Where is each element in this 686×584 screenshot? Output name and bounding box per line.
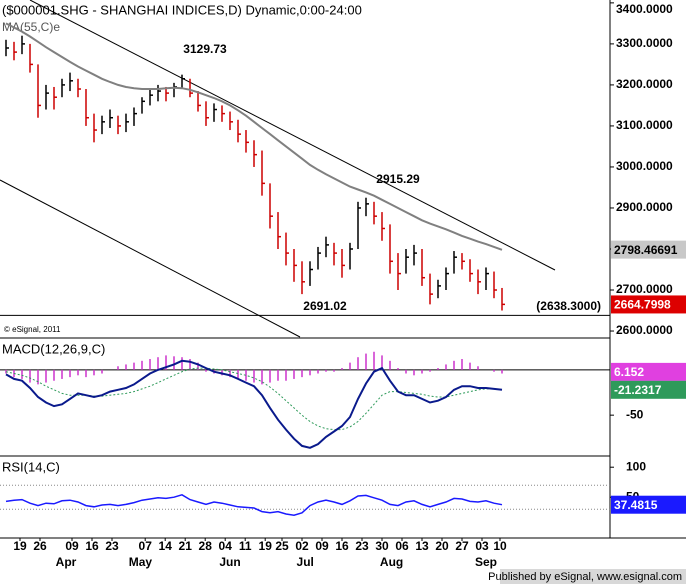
- y-tick-label: 2700.0000: [616, 282, 673, 296]
- y-tick-label: 2600.0000: [616, 323, 673, 337]
- x-tick-label: 19: [259, 539, 273, 553]
- panel-title: RSI(14,C): [2, 459, 60, 474]
- last-close-label: 2664.7998: [614, 298, 671, 312]
- x-tick-label: 19: [13, 539, 27, 553]
- last-rsi-label: 37.4815: [614, 498, 658, 512]
- last-ma-label: 2798.46691: [614, 243, 678, 257]
- x-tick-label: 13: [415, 539, 429, 553]
- last-macd-label-box: [611, 380, 686, 399]
- x-tick-label: 06: [395, 539, 409, 553]
- y-tick-label: 2900.0000: [616, 200, 673, 214]
- panel-title: MACD(12,26,9,C): [2, 341, 105, 356]
- y-tick-label: 100: [626, 459, 646, 473]
- x-tick-label: 26: [33, 539, 47, 553]
- annotation: 3129.73: [183, 42, 227, 56]
- x-tick-label: 21: [179, 539, 193, 553]
- month-label: Apr: [56, 555, 77, 569]
- x-tick-label: 02: [295, 539, 309, 553]
- x-tick-label: 16: [85, 539, 99, 553]
- last-close-label-box: [611, 295, 686, 314]
- x-tick-label: 28: [199, 539, 213, 553]
- y-tick-label: -50: [626, 407, 644, 421]
- y-tick-label: 3400.0000: [616, 2, 673, 16]
- rsi-line: [5, 493, 503, 516]
- x-tick-label: 30: [375, 539, 389, 553]
- month-label: Aug: [380, 555, 403, 569]
- footer: Published by eSignal, www.esignal.com: [488, 571, 682, 583]
- macd-line: [5, 359, 503, 449]
- footer-bg: [500, 569, 686, 584]
- x-tick-label: 09: [315, 539, 329, 553]
- month-label: May: [129, 555, 153, 569]
- copyright: © eSignal, 2011: [4, 325, 61, 334]
- trend-line: [29, 0, 556, 271]
- x-tick-label: 03: [475, 539, 489, 553]
- x-tick-label: 25: [275, 539, 289, 553]
- x-tick-label: 16: [335, 539, 349, 553]
- y-tick-label: 3000.0000: [616, 159, 673, 173]
- x-tick-label: 11: [239, 539, 252, 553]
- level-label: (2638.3000): [536, 299, 601, 313]
- month-label: Sep: [475, 555, 497, 569]
- y-tick-label: 3300.0000: [616, 36, 673, 50]
- x-tick-label: 20: [435, 539, 449, 553]
- channel-line: [0, 179, 301, 338]
- x-tick-label: 10: [493, 539, 507, 553]
- ma-line: [5, 22, 503, 251]
- x-tick-label: 14: [159, 539, 173, 553]
- x-tick-label: 23: [355, 539, 369, 553]
- x-tick-label: 23: [105, 539, 119, 553]
- ma-name: MA(55,C)e: [2, 20, 60, 34]
- last-macd-label: -21.2317: [614, 383, 662, 397]
- chart-title: ($000001.SHG - SHANGHAI INDICES,D) Dynam…: [2, 2, 362, 17]
- x-tick-label: 04: [219, 539, 233, 553]
- y-tick-label: 3200.0000: [616, 77, 673, 91]
- last-hist-label: 6.152: [614, 365, 644, 379]
- last-hist-label-box: [611, 362, 686, 381]
- month-label: Jul: [297, 555, 314, 569]
- x-tick-label: 27: [455, 539, 469, 553]
- month-label: Jun: [219, 555, 240, 569]
- y-tick-label: 3100.0000: [616, 118, 673, 132]
- last-rsi-label-box: [611, 495, 686, 514]
- x-tick-label: 07: [139, 539, 153, 553]
- annotation: 2691.02: [303, 299, 347, 313]
- annotation: 2915.29: [376, 172, 420, 186]
- x-tick-label: 09: [65, 539, 79, 553]
- last-ma-label-box: [611, 240, 686, 259]
